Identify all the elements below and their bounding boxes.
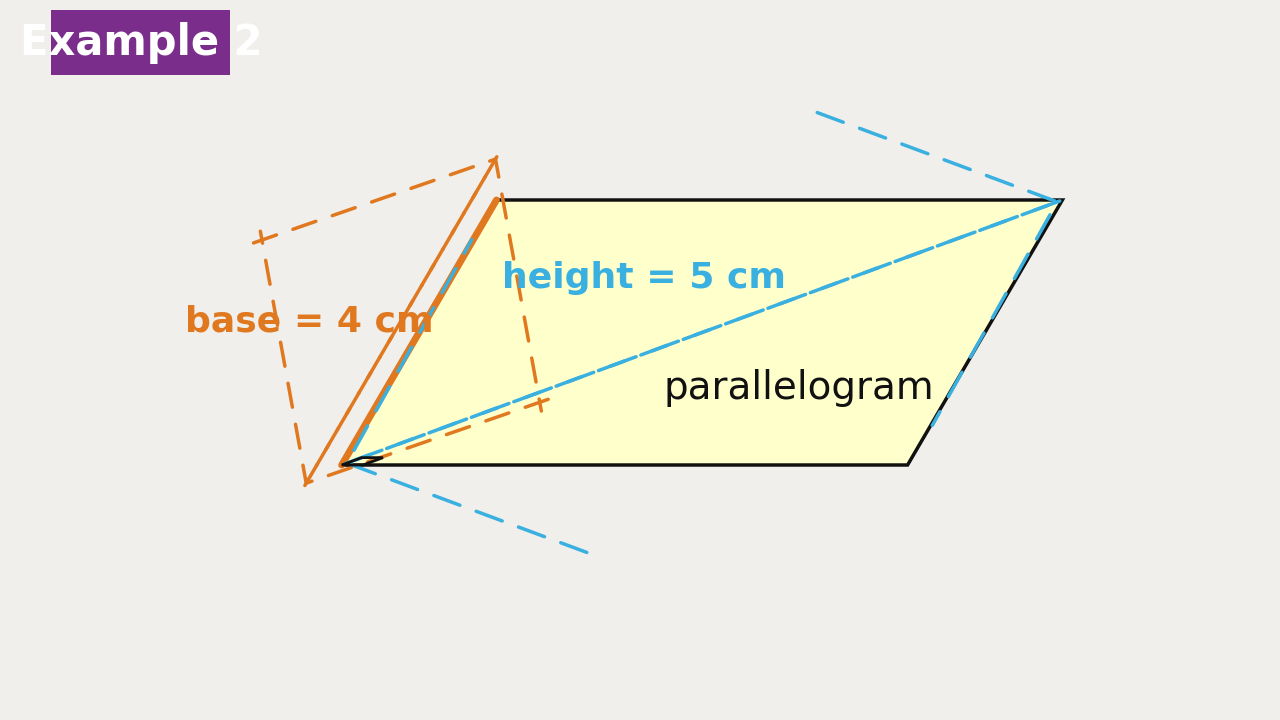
- Text: Example 2: Example 2: [19, 22, 262, 63]
- Text: height = 5 cm: height = 5 cm: [502, 261, 786, 294]
- Text: base = 4 cm: base = 4 cm: [184, 304, 433, 338]
- Text: parallelogram: parallelogram: [663, 369, 934, 407]
- Polygon shape: [342, 200, 1062, 465]
- Bar: [51, 10, 230, 75]
